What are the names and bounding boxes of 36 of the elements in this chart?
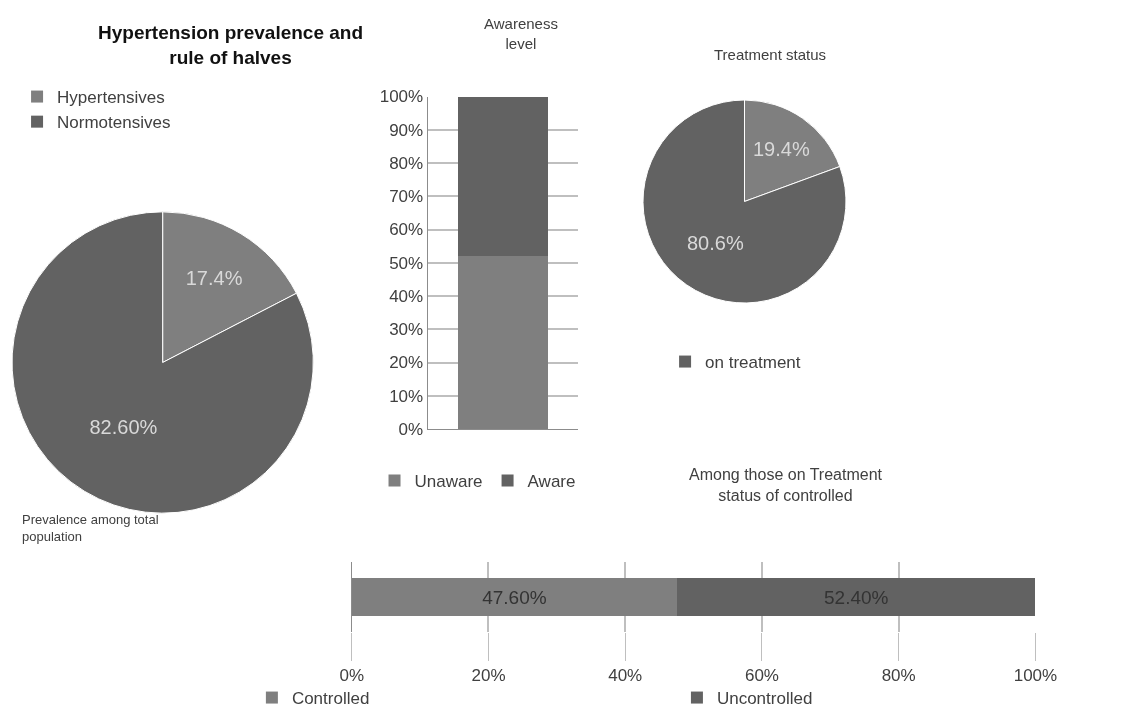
y-tick-label: 30% [389, 320, 424, 340]
chart-title: Awareness level [484, 15, 558, 52]
legend-label: on treatment [705, 353, 801, 373]
legend-label: Unaware [414, 472, 483, 492]
legend-label: Aware [527, 472, 576, 492]
y-tick-label: 20% [389, 353, 424, 373]
legend-label: Controlled [291, 689, 370, 709]
x-tick-label: 40% [608, 666, 643, 686]
data-label: 80.6% [686, 232, 744, 255]
x-tick-label: 80% [881, 666, 916, 686]
text: Prevalence among total population [22, 512, 159, 544]
y-tick-label: 90% [389, 120, 424, 140]
y-tick-label: 70% [389, 187, 424, 207]
x-tick-label: 20% [471, 666, 506, 686]
y-tick-label: 0% [398, 419, 424, 439]
x-tick-label: 100% [1013, 666, 1058, 686]
legend-label: Uncontrolled [716, 689, 813, 709]
chart-title: Among those on Treatment status of controlled [689, 466, 883, 504]
y-tick-label: 100% [379, 87, 424, 107]
pie-slice [642, 99, 847, 304]
y-tick-label: 80% [389, 153, 424, 173]
data-label: 47.60% [482, 586, 547, 608]
chart-title: Treatment status [714, 46, 826, 63]
chart-title: Hypertension prevalence and rule of halves [98, 22, 364, 68]
data-label: 17.4% [185, 266, 243, 289]
data-label: 82.60% [89, 415, 158, 438]
y-tick-label: 60% [389, 220, 424, 240]
legend-label: Normotensives [57, 113, 171, 133]
x-tick-label: 0% [339, 666, 365, 686]
x-tick-label: 60% [744, 666, 779, 686]
y-tick-label: 50% [389, 253, 424, 273]
pie-slice [11, 211, 314, 514]
y-tick-label: 40% [389, 286, 424, 306]
y-tick-label: 10% [389, 386, 424, 406]
data-label: 19.4% [752, 137, 810, 160]
legend-label: Hypertensives [57, 88, 165, 108]
